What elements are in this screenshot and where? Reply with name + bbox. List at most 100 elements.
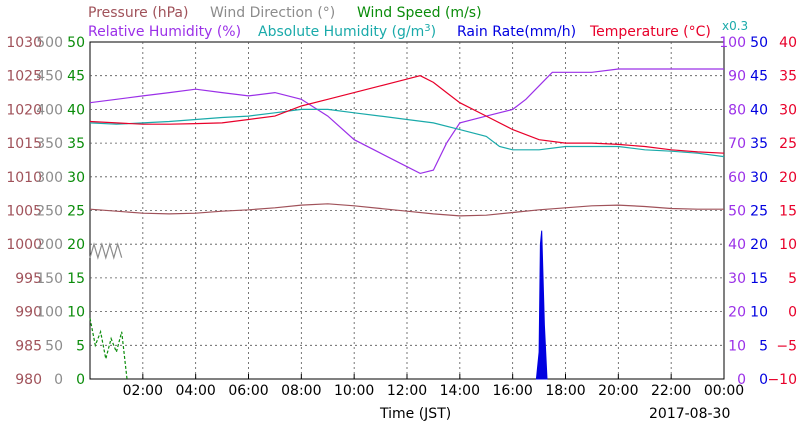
- y-tick-pressure: 995: [15, 271, 42, 287]
- legend: Pressure (hPa) Wind Direction (°) Wind S…: [88, 5, 748, 40]
- series-wind-speed: [89, 318, 128, 380]
- legend-humidity: Relative Humidity (%): [88, 24, 241, 40]
- y-tick-humidity: 70: [728, 136, 746, 152]
- y-tick-wind-speed: 50: [67, 35, 85, 51]
- y-tick-rain-rate: 50: [750, 35, 768, 51]
- y-tick-wind-speed: 20: [67, 237, 85, 253]
- y-tick-temperature: 15: [779, 204, 797, 220]
- y-tick-temperature: −10: [767, 372, 797, 388]
- y-tick-rain-rate: 10: [750, 305, 768, 321]
- y-tick-pressure: 1005: [6, 204, 42, 220]
- y-tick-pressure: 1025: [6, 69, 42, 85]
- y-tick-humidity: 60: [728, 170, 746, 186]
- y-tick-wind-direction: 350: [36, 136, 63, 152]
- y-tick-rain-rate: 0: [759, 372, 768, 388]
- y-tick-wind-direction: 500: [36, 35, 63, 51]
- y-tick-humidity: 50: [728, 204, 746, 220]
- x-tick-label: 12:00: [387, 383, 427, 399]
- series-pressure: [89, 203, 724, 217]
- legend-abs-humidity: Absolute Humidity (g/m3): [258, 23, 436, 40]
- legend-scale-note: x0.3: [722, 19, 748, 33]
- series-abs-humidity: [89, 108, 725, 158]
- y-tick-wind-direction: 150: [36, 271, 63, 287]
- legend-temperature: Temperature (°C): [589, 24, 711, 40]
- y-tick-wind-speed: 10: [67, 305, 85, 321]
- y-tick-pressure: 1020: [6, 102, 42, 118]
- y-tick-rain-rate: 40: [750, 102, 768, 118]
- y-tick-wind-speed: 15: [67, 271, 85, 287]
- y-tick-temperature: 30: [779, 102, 797, 118]
- y-tick-wind-direction: 100: [36, 305, 63, 321]
- series-temperature: [89, 75, 725, 154]
- y-tick-temperature: 0: [788, 305, 797, 321]
- y-tick-pressure: 1000: [6, 237, 42, 253]
- y-tick-rain-rate: 5: [759, 338, 768, 354]
- legend-wind-direction: Wind Direction (°): [210, 5, 335, 21]
- date-label: 2017-08-30: [649, 406, 730, 422]
- series-layer: [89, 68, 725, 380]
- x-tick-label: 08:00: [281, 383, 321, 399]
- y-tick-rain-rate: 15: [750, 271, 768, 287]
- y-tick-humidity: 10: [728, 338, 746, 354]
- x-tick-label: 06:00: [228, 383, 268, 399]
- y-tick-rain-rate: 35: [750, 136, 768, 152]
- x-tick-label: 22:00: [651, 383, 691, 399]
- y-tick-wind-direction: 400: [36, 102, 63, 118]
- x-axis: 02:00 04:00 06:00 08:00 10:00 12:00 14:00 16:00…: [123, 374, 744, 399]
- y-tick-rain-rate: 45: [750, 69, 768, 85]
- y-tick-temperature: −5: [776, 338, 797, 354]
- series-rain-rate: [535, 230, 548, 380]
- y-tick-temperature: 20: [779, 170, 797, 186]
- y-tick-humidity: 40: [728, 237, 746, 253]
- y-tick-wind-speed: 0: [76, 372, 85, 388]
- x-tick-label: 14:00: [440, 383, 480, 399]
- legend-rain-rate: Rain Rate(mm/h): [457, 24, 576, 40]
- y-tick-temperature: 10: [779, 237, 797, 253]
- y-tick-temperature: 25: [779, 136, 797, 152]
- series-wind-direction: [89, 242, 123, 260]
- y-tick-wind-speed: 25: [67, 204, 85, 220]
- x-tick-label: 18:00: [545, 383, 585, 399]
- series-humidity: [89, 68, 724, 175]
- y-tick-wind-direction: 0: [54, 372, 63, 388]
- y-tick-pressure: 1030: [6, 35, 42, 51]
- y-tick-pressure: 980: [15, 372, 42, 388]
- y-tick-humidity: 80: [728, 102, 746, 118]
- y-tick-pressure: 990: [15, 305, 42, 321]
- y-tick-pressure: 1010: [6, 170, 42, 186]
- y-axes: 9809859909951000100510101015102010251030…: [6, 35, 797, 388]
- y-tick-temperature: 5: [788, 271, 797, 287]
- x-tick-label: 02:00: [123, 383, 163, 399]
- y-tick-humidity: 30: [728, 271, 746, 287]
- x-tick-label: 00:00: [704, 383, 744, 399]
- y-tick-pressure: 985: [15, 338, 42, 354]
- y-tick-rain-rate: 20: [750, 237, 768, 253]
- x-tick-label: 16:00: [492, 383, 532, 399]
- legend-pressure: Pressure (hPa): [88, 5, 188, 21]
- y-tick-temperature: 35: [779, 69, 797, 85]
- y-tick-rain-rate: 25: [750, 204, 768, 220]
- y-tick-wind-direction: 50: [45, 338, 63, 354]
- y-tick-wind-direction: 300: [36, 170, 63, 186]
- x-tick-label: 20:00: [598, 383, 638, 399]
- y-tick-humidity: 20: [728, 305, 746, 321]
- y-tick-wind-direction: 250: [36, 204, 63, 220]
- x-axis-label: Time (JST): [379, 406, 451, 422]
- y-tick-wind-speed: 5: [76, 338, 85, 354]
- x-tick-label: 04:00: [175, 383, 215, 399]
- y-tick-rain-rate: 30: [750, 170, 768, 186]
- y-tick-wind-speed: 35: [67, 136, 85, 152]
- y-tick-temperature: 40: [779, 35, 797, 51]
- y-tick-humidity: 90: [728, 69, 746, 85]
- y-tick-wind-speed: 40: [67, 102, 85, 118]
- y-tick-humidity: 100: [719, 35, 746, 51]
- y-tick-wind-speed: 30: [67, 170, 85, 186]
- y-tick-humidity: 0: [737, 372, 746, 388]
- y-tick-wind-direction: 200: [36, 237, 63, 253]
- y-tick-pressure: 1015: [6, 136, 42, 152]
- y-tick-wind-direction: 450: [36, 69, 63, 85]
- y-tick-wind-speed: 45: [67, 69, 85, 85]
- legend-wind-speed: Wind Speed (m/s): [357, 5, 482, 21]
